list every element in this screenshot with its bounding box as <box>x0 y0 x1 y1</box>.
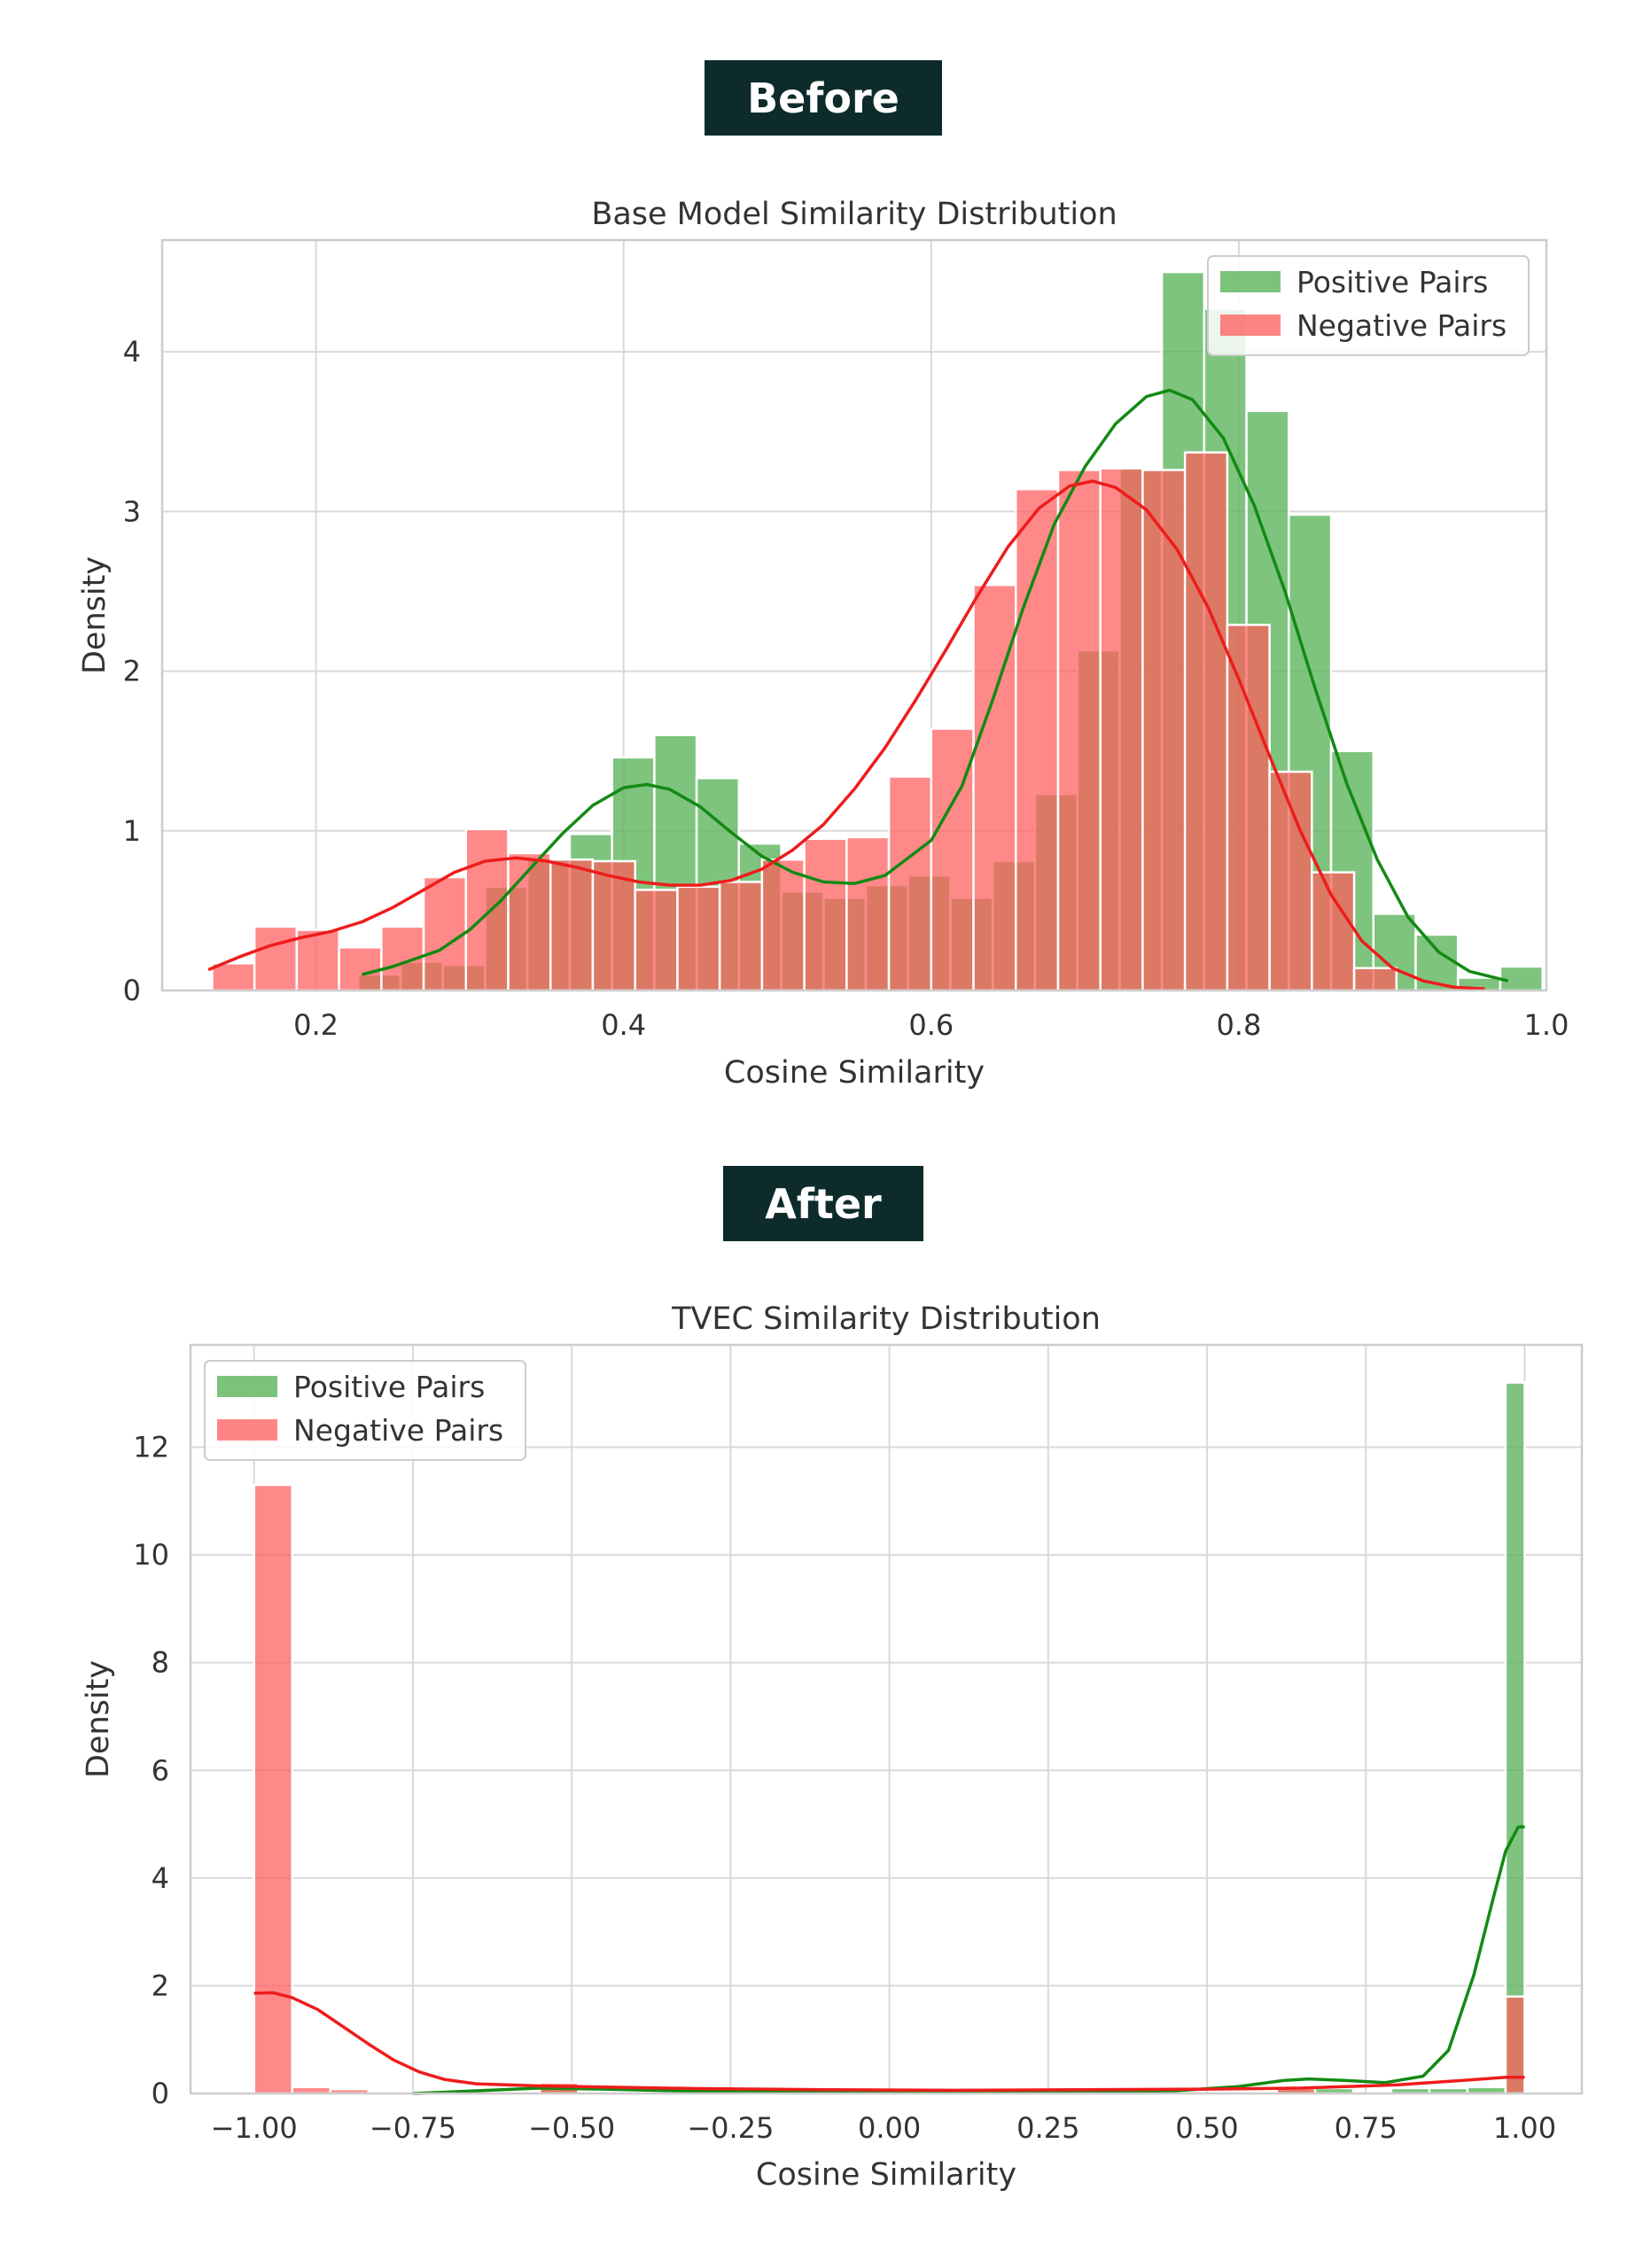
x-tick-label: 0.75 <box>1335 2111 1398 2145</box>
y-tick-label: 3 <box>123 494 141 528</box>
negative-pairs-kde-line <box>253 1991 1525 2093</box>
y-tick-label: 8 <box>152 1646 169 1680</box>
x-tick-label: 0.00 <box>858 2111 921 2145</box>
legend-box <box>204 1360 526 1461</box>
y-tick-label: 6 <box>152 1753 169 1787</box>
plot-frame <box>160 238 1548 992</box>
y-tick-label: 0 <box>152 2077 169 2110</box>
negative-pairs-kde-line <box>207 479 1485 990</box>
y-tick-label: 12 <box>133 1431 169 1464</box>
negative-pairs-bar <box>760 858 806 992</box>
negative-pairs-bar <box>1504 1995 1526 2095</box>
x-tick-label: −0.50 <box>528 2111 615 2145</box>
x-tick-label: 0.2 <box>293 1008 339 1042</box>
negative-pairs-bar <box>1141 469 1187 992</box>
legend-label-positive: Positive Pairs <box>1296 265 1488 299</box>
legend-box <box>1207 255 1530 356</box>
plot-area <box>189 1343 1584 2095</box>
legend-label-negative: Negative Pairs <box>1296 308 1507 343</box>
after-label: After <box>723 1166 923 1241</box>
plot-area <box>160 238 1548 992</box>
x-tick-label: 1.00 <box>1493 2111 1556 2145</box>
negative-pairs-bar <box>1352 967 1398 992</box>
chart-title: TVEC Similarity Distribution <box>671 1301 1101 1337</box>
y-tick-label: 1 <box>123 814 141 848</box>
negative-pairs-bar <box>845 835 891 992</box>
x-tick-label: −1.00 <box>211 2111 298 2145</box>
legend-swatch-negative <box>1220 315 1281 336</box>
y-tick-label: 10 <box>133 1538 169 1572</box>
negative-pairs-bar <box>295 928 340 992</box>
x-tick-label: −0.75 <box>370 2111 456 2145</box>
y-tick-label: 2 <box>152 1969 169 2002</box>
legend-label-positive: Positive Pairs <box>293 1370 485 1404</box>
legend-swatch-positive <box>217 1376 277 1397</box>
plot-frame <box>189 1343 1584 2095</box>
legend-label-negative: Negative Pairs <box>293 1413 503 1448</box>
negative-pairs-bar <box>1183 451 1229 992</box>
positive-pairs-kde-line <box>412 1825 1525 2095</box>
negative-pairs-bar <box>422 875 468 992</box>
negative-pairs-bar <box>1226 624 1271 992</box>
chart-title: Base Model Similarity Distribution <box>591 197 1117 232</box>
negative-pairs-bar <box>549 858 595 992</box>
y-axis-label: Density <box>81 1660 116 1778</box>
x-axis-label: Cosine Similarity <box>756 2157 1016 2193</box>
positive-pairs-kde-line <box>362 388 1509 983</box>
x-tick-label: −0.25 <box>687 2111 774 2145</box>
x-tick-label: 1.0 <box>1524 1008 1569 1042</box>
before-label: Before <box>705 60 942 136</box>
y-axis-label: Density <box>77 556 113 674</box>
y-tick-label: 4 <box>123 335 141 369</box>
x-tick-label: 0.4 <box>601 1008 646 1042</box>
negative-pairs-bar <box>1056 469 1102 992</box>
legend-swatch-positive <box>1220 271 1281 292</box>
y-tick-label: 4 <box>152 1861 169 1895</box>
y-tick-label: 2 <box>123 655 141 688</box>
x-axis-label: Cosine Similarity <box>724 1055 985 1091</box>
y-tick-label: 0 <box>123 974 141 1007</box>
legend-swatch-negative <box>217 1419 277 1441</box>
positive-pairs-bar <box>1504 1381 1526 2095</box>
x-tick-label: 0.8 <box>1216 1008 1261 1042</box>
x-tick-label: 0.25 <box>1016 2111 1079 2145</box>
x-tick-label: 0.50 <box>1175 2111 1238 2145</box>
negative-pairs-bar <box>253 1483 293 2095</box>
negative-pairs-bar <box>1311 871 1356 992</box>
x-tick-label: 0.6 <box>908 1008 954 1042</box>
negative-pairs-bar <box>338 946 383 992</box>
negative-pairs-bar <box>676 885 721 992</box>
